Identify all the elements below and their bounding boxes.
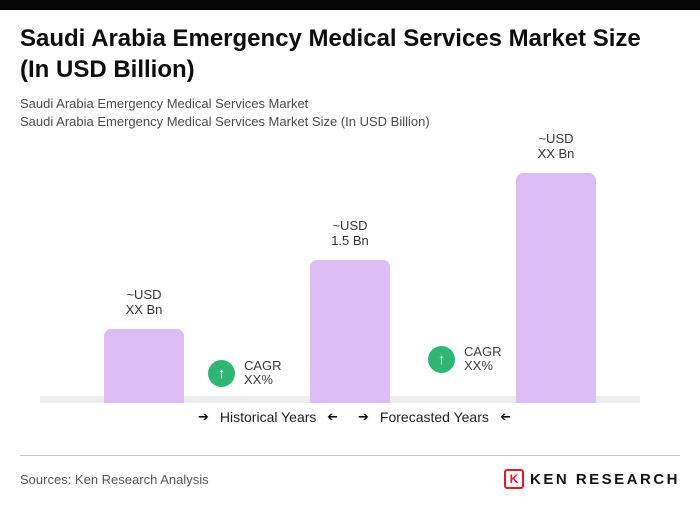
- bar-group-forecast: ~USD XX Bn: [516, 131, 596, 403]
- cagr-text-2: CAGR XX%: [464, 345, 502, 373]
- left-arrow-icon: ➔: [327, 409, 339, 424]
- forecasted-years-text: Forecasted Years: [379, 409, 489, 425]
- bar-historical: [104, 329, 184, 403]
- bar-value-label-1: ~USD XX Bn: [126, 287, 163, 317]
- cagr-label-1: CAGR: [244, 358, 282, 373]
- cagr-badge-historical: ↑ CAGR XX%: [208, 359, 282, 387]
- bar-forecast: [516, 173, 596, 403]
- cagr-value-2: XX%: [464, 358, 493, 373]
- chart-subtitle-size: Saudi Arabia Emergency Medical Services …: [20, 114, 430, 129]
- page-title: Saudi Arabia Emergency Medical Services …: [20, 25, 641, 83]
- bar-value-label-1-line1: ~USD: [126, 287, 162, 302]
- x-axis-labels: ➔ Historical Years ➔ ➔ Forecasted Years …: [20, 409, 680, 433]
- sources-text: Sources: Ken Research Analysis: [20, 471, 209, 487]
- cagr-badge-forecast: ↑ CAGR XX%: [428, 345, 502, 373]
- bar-chart: ~USD XX Bn ~USD 1.5 Bn ~USD XX Bn ↑ CAGR…: [20, 131, 680, 403]
- forecasted-years-label: ➔ Forecasted Years ➔: [358, 409, 511, 425]
- bar-value-label-2-line2: 1.5 Bn: [331, 233, 369, 248]
- cagr-text-1: CAGR XX%: [244, 359, 282, 387]
- ken-research-logo: K KEN RESEARCH: [503, 469, 680, 489]
- page-footer: Sources: Ken Research Analysis K KEN RES…: [20, 455, 680, 489]
- right-arrow-icon: ➔: [198, 409, 209, 424]
- top-accent-bar: [0, 0, 700, 10]
- bar-value-label-3: ~USD XX Bn: [538, 131, 575, 161]
- bar-value-label-3-line2: XX Bn: [537, 146, 575, 161]
- up-arrow-icon: ↑: [428, 345, 455, 373]
- right-arrow-icon: ➔: [358, 409, 369, 424]
- chart-subtitle-market: Saudi Arabia Emergency Medical Services …: [20, 96, 309, 111]
- cagr-value-1: XX%: [244, 372, 273, 387]
- bar-value-label-2: ~USD 1.5 Bn: [331, 218, 369, 248]
- bar-value-label-3-line1: ~USD: [538, 131, 574, 146]
- ken-research-logo-text: KEN RESEARCH: [529, 470, 680, 488]
- bar-group-base: ~USD 1.5 Bn: [310, 218, 390, 403]
- chart-subtitles: Saudi Arabia Emergency Medical Services …: [20, 95, 680, 131]
- bar-base-year: [310, 260, 390, 403]
- left-arrow-icon: ➔: [499, 409, 511, 424]
- ken-research-logo-icon: K: [503, 469, 524, 489]
- historical-years-label: ➔ Historical Years ➔: [198, 409, 338, 425]
- bar-value-label-2-line1: ~USD: [332, 218, 368, 233]
- bar-value-label-1-line2: XX Bn: [125, 302, 163, 317]
- bar-group-historical: ~USD XX Bn: [104, 287, 184, 403]
- historical-years-text: Historical Years: [219, 409, 317, 425]
- up-arrow-icon: ↑: [208, 359, 235, 387]
- cagr-label-2: CAGR: [464, 344, 502, 359]
